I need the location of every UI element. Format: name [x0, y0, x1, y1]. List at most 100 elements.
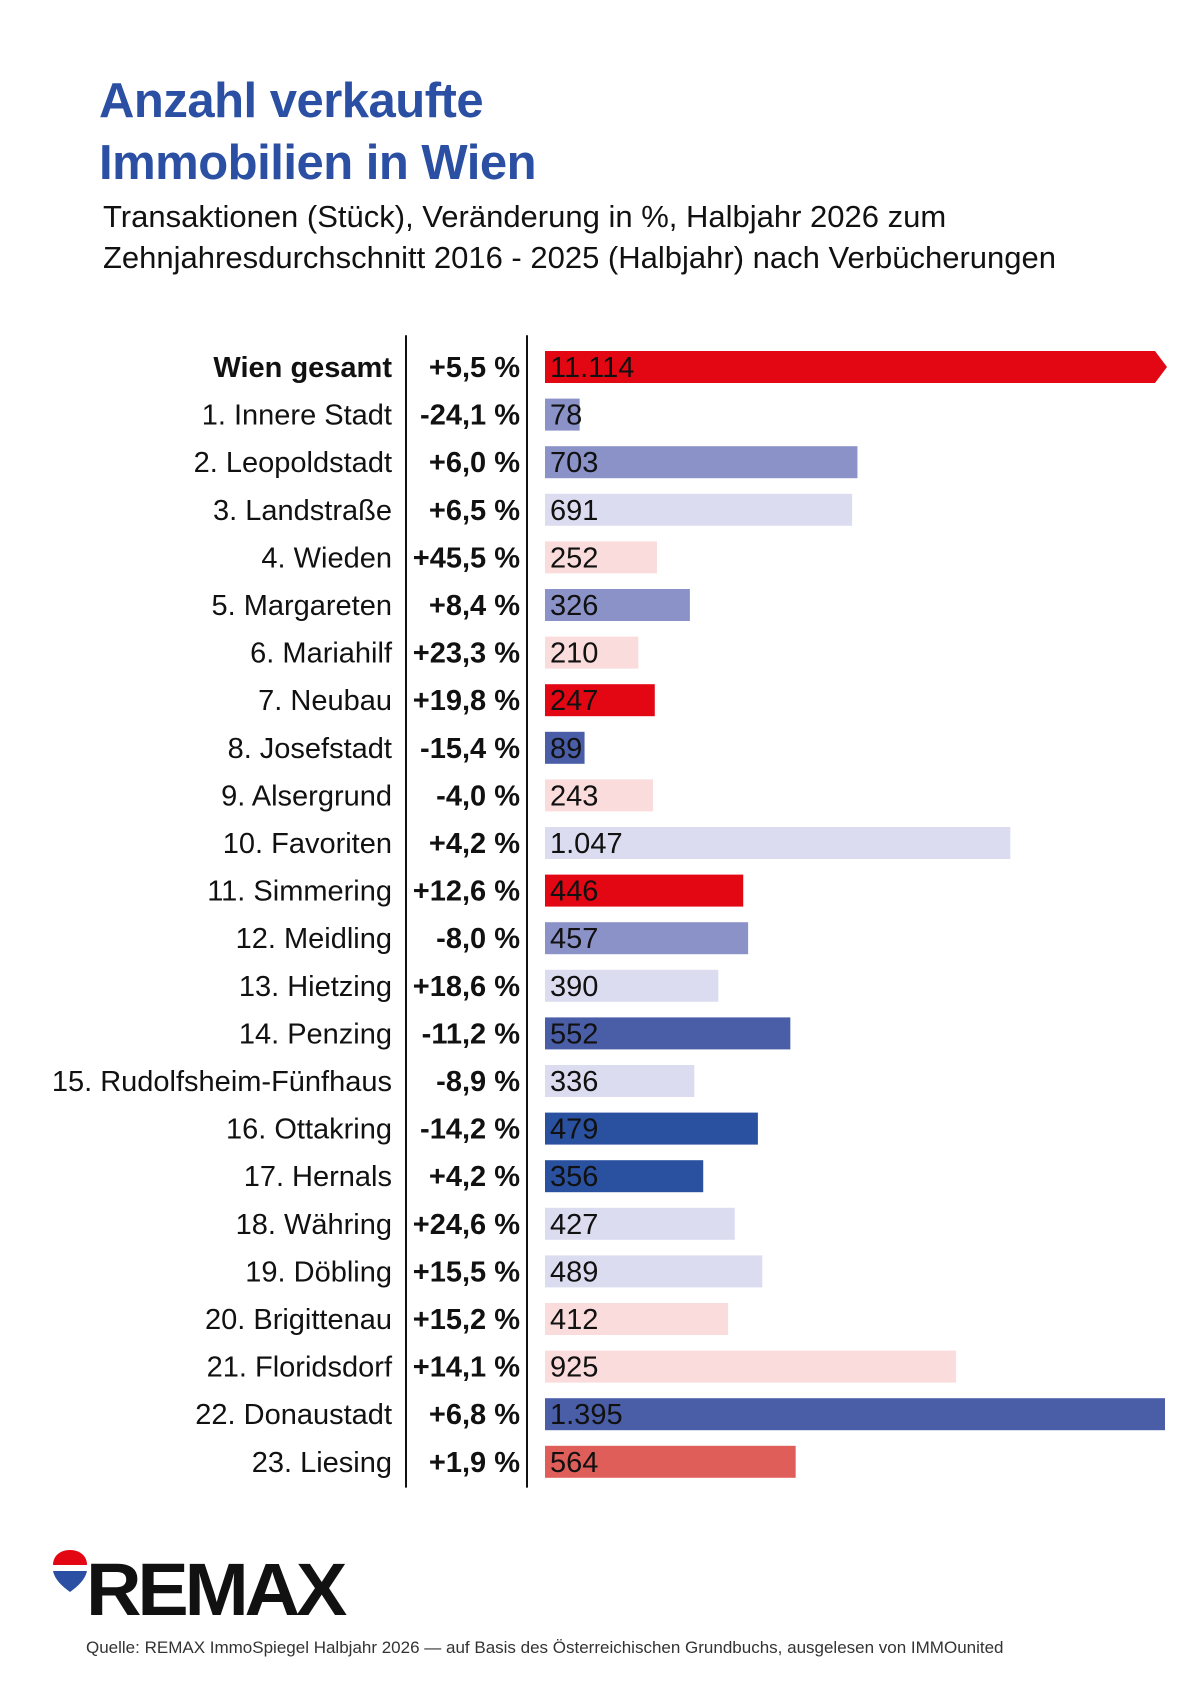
change-label: -14,2 %: [420, 1114, 520, 1146]
value-label: 1.395: [550, 1399, 623, 1431]
value-label: 703: [550, 447, 598, 479]
chart-row-wahring: 18. Währing +24,6 % 427: [236, 1207, 735, 1241]
value-label: 552: [550, 1018, 598, 1050]
value-label: 78: [550, 400, 582, 432]
category-label: 22. Donaustadt: [195, 1399, 392, 1431]
chart-row-favoriten: 10. Favoriten +4,2 % 1.047: [223, 827, 1011, 860]
chart-row-rudolfsheim-funfhaus: 15. Rudolfsheim-Fünfhaus -8,9 % 336: [52, 1065, 695, 1098]
category-label: 10. Favoriten: [223, 828, 392, 860]
change-label: +15,5 %: [413, 1256, 520, 1288]
value-label: 925: [550, 1352, 598, 1384]
chart-row-neubau: 7. Neubau +19,8 % 247: [258, 684, 655, 717]
chart-subtitle-line-1: Transaktionen (Stück), Veränderung in %,…: [103, 199, 947, 234]
chart-row-josefstadt: 8. Josefstadt -15,4 % 89: [228, 731, 585, 765]
change-label: +5,5 %: [429, 352, 520, 384]
chart-row-brigittenau: 20. Brigittenau +15,2 % 412: [205, 1303, 729, 1336]
value-label: 247: [550, 685, 598, 717]
source-note: Quelle: REMAX ImmoSpiegel Halbjahr 2026 …: [86, 1638, 1004, 1657]
bar: [545, 1350, 957, 1383]
remax-logo: REMAX: [50, 1548, 350, 1631]
change-label: +19,8 %: [413, 685, 520, 717]
value-label: 691: [550, 495, 598, 527]
category-label: 2. Leopoldstadt: [194, 447, 392, 479]
bar: [545, 1160, 704, 1193]
change-label: +6,5 %: [429, 495, 520, 527]
category-label: Wien gesamt: [213, 352, 392, 384]
chart-row-liesing: 23. Liesing +1,9 % 564: [252, 1445, 796, 1479]
chart-row-floridsdorf: 21. Floridsdorf +14,1 % 925: [207, 1350, 957, 1384]
category-label: 8. Josefstadt: [228, 733, 392, 765]
value-label: 11.114: [550, 352, 634, 384]
bar: [545, 589, 690, 621]
chart-row-hernals: 17. Hernals +4,2 % 356: [244, 1160, 704, 1193]
category-label: 4. Wieden: [261, 542, 392, 574]
change-label: +8,4 %: [429, 590, 520, 622]
category-label: 7. Neubau: [258, 685, 392, 717]
chart-row-landstrasse: 3. Landstraße +6,5 % 691: [213, 493, 853, 527]
value-label: 89: [550, 733, 582, 765]
value-label: 412: [550, 1304, 598, 1336]
chart-row-wieden: 4. Wieden +45,5 % 252: [261, 541, 657, 574]
chart-row-margareten: 5. Margareten +8,4 % 326: [211, 589, 690, 622]
chart-title: Anzahl verkaufte Immobilien in Wien: [99, 70, 999, 194]
chart-subtitle-line-2: Zehnjahresdurchschnitt 2016 - 2025 (Halb…: [103, 240, 1056, 275]
value-label: 564: [550, 1447, 598, 1479]
category-label: 21. Floridsdorf: [207, 1352, 393, 1384]
bar: [545, 1112, 758, 1145]
bar: [545, 1065, 695, 1097]
value-label: 390: [550, 971, 598, 1003]
chart-row-ottakring: 16. Ottakring -14,2 % 479: [226, 1112, 758, 1146]
change-label: +15,2 %: [413, 1304, 520, 1336]
change-label: +12,6 %: [413, 876, 520, 908]
bar: [545, 1398, 1165, 1431]
chart-row-simmering: 11. Simmering +12,6 % 446: [207, 874, 744, 908]
bar: [545, 1255, 763, 1288]
category-label: 19. Döbling: [245, 1256, 392, 1288]
bar: [545, 731, 585, 764]
category-label: 17. Hernals: [244, 1161, 392, 1193]
value-label: 479: [550, 1114, 598, 1146]
change-label: +1,9 %: [429, 1447, 520, 1479]
bar-chart: Wien gesamt +5,5 % 11.114 1. Innere Stadt -2…: [52, 335, 1167, 1488]
value-label: 1.047: [550, 828, 623, 860]
chart-row-dobling: 19. Döbling +15,5 % 489: [245, 1255, 763, 1288]
category-label: 6. Mariahilf: [250, 638, 393, 670]
bar: [545, 969, 719, 1002]
bar: [545, 1017, 791, 1050]
bar: [545, 1207, 735, 1240]
category-label: 9. Alsergrund: [221, 780, 392, 812]
chart-row-leopoldstadt: 2. Leopoldstadt +6,0 % 703: [194, 446, 858, 479]
bar: [545, 779, 653, 812]
change-label: -4,0 %: [436, 780, 520, 812]
bar: [545, 1303, 729, 1335]
bar: [545, 493, 853, 526]
category-label: 15. Rudolfsheim-Fünfhaus: [52, 1066, 392, 1098]
bar: [545, 541, 657, 574]
category-label: 18. Währing: [236, 1209, 392, 1241]
value-label: 489: [550, 1256, 598, 1288]
value-label: 210: [550, 638, 598, 670]
value-label: 243: [550, 780, 598, 812]
bar: [545, 1445, 796, 1478]
change-label: +18,6 %: [413, 971, 520, 1003]
change-label: -11,2 %: [422, 1018, 521, 1050]
value-label: 326: [550, 590, 598, 622]
change-label: -24,1 %: [420, 400, 520, 432]
chart-row-hietzing: 13. Hietzing +18,6 % 390: [239, 969, 719, 1003]
remax-wordmark: REMAX: [86, 1548, 347, 1631]
chart-row-mariahilf: 6. Mariahilf +23,3 % 210: [250, 636, 639, 670]
bar: [545, 636, 639, 669]
category-label: 23. Liesing: [252, 1447, 392, 1479]
chart-row-meidling: 12. Meidling -8,0 % 457: [236, 922, 749, 955]
chart-row-alsergrund: 9. Alsergrund -4,0 % 243: [221, 779, 653, 812]
value-label: 336: [550, 1066, 598, 1098]
change-label: -8,0 %: [436, 923, 520, 955]
value-label: 427: [550, 1209, 598, 1241]
balloon-icon: [53, 1550, 87, 1592]
category-label: 13. Hietzing: [239, 971, 392, 1003]
chart-title-line-2: Immobilien in Wien: [99, 136, 537, 190]
chart-row-wien-gesamt: Wien gesamt +5,5 % 11.114: [213, 351, 1167, 384]
chart-row-penzing: 14. Penzing -11,2 % 552: [239, 1017, 791, 1050]
change-label: +6,0 %: [429, 447, 520, 479]
chart-row-donaustadt: 22. Donaustadt +6,8 % 1.395: [195, 1398, 1165, 1431]
